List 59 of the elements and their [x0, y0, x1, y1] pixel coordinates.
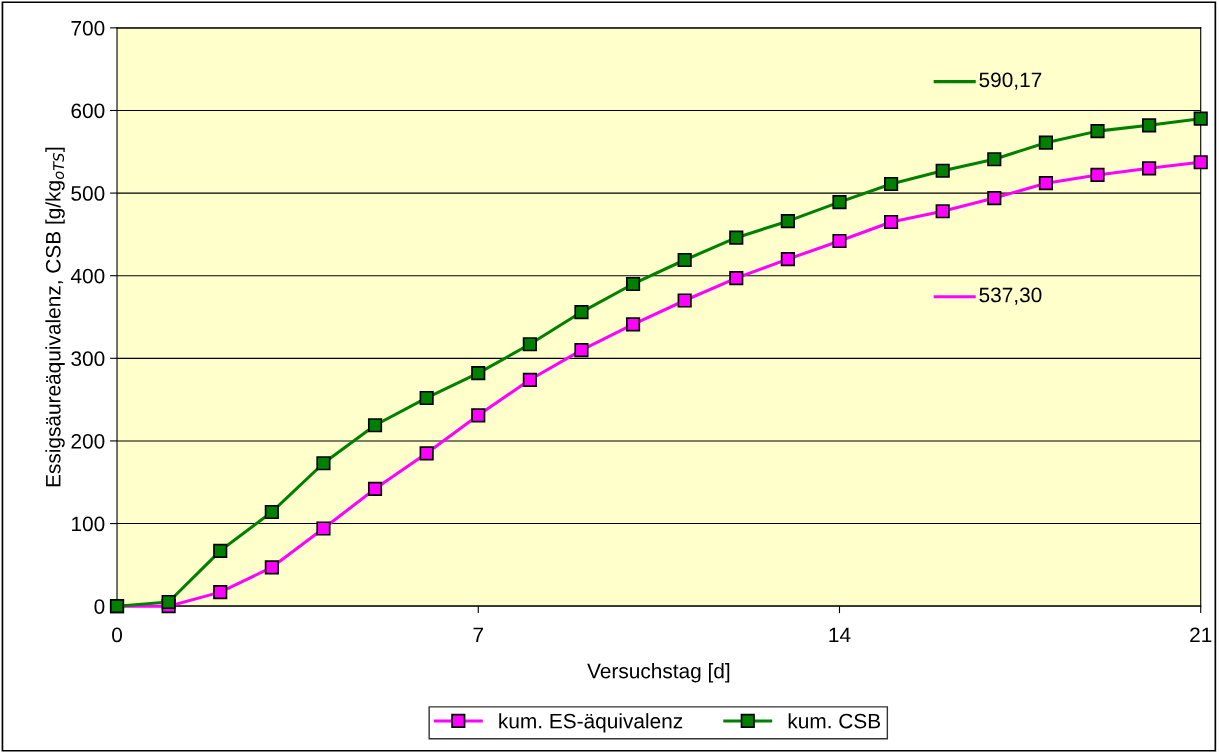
- point: [1038, 135, 1053, 150]
- point: [471, 366, 486, 381]
- point: [884, 176, 899, 192]
- legend-label: kum. CSB: [788, 713, 881, 729]
- point: [522, 337, 537, 352]
- y-tick-label: 0: [94, 599, 105, 614]
- x-tick-label: 7: [473, 627, 483, 643]
- point: [1142, 118, 1157, 133]
- y-tick-label: 700: [71, 20, 105, 36]
- point: [574, 342, 589, 358]
- point: [574, 304, 589, 320]
- point: [1193, 155, 1208, 170]
- x-tick-label: 21: [1190, 627, 1212, 643]
- x-tick-label: 14: [829, 627, 851, 643]
- y-axis-title: Essigsäureäquivalenz, CSB [g/kg$_{oTS}$]: [45, 147, 65, 487]
- x-axis-title: Versuchstag [d]: [587, 663, 730, 683]
- point: [1038, 176, 1053, 191]
- y-tick-label: 300: [71, 351, 105, 367]
- point: [264, 504, 279, 520]
- point: [625, 317, 641, 332]
- point: [935, 163, 950, 178]
- annotation: 537,30: [979, 287, 1042, 305]
- point: [780, 252, 795, 267]
- point: [1142, 161, 1157, 176]
- point: [367, 481, 383, 496]
- point: [1090, 124, 1105, 139]
- point: [625, 276, 641, 292]
- point: [1090, 167, 1105, 183]
- point: [161, 594, 176, 610]
- point: [213, 543, 228, 558]
- point: [832, 195, 847, 210]
- point: [987, 152, 1002, 167]
- y-tick-label: 200: [71, 433, 105, 449]
- annotation: 590,17: [979, 72, 1042, 90]
- point: [316, 456, 331, 471]
- y-tick-label: 500: [71, 186, 105, 201]
- y-tick-label: 100: [72, 516, 105, 532]
- point: [677, 252, 692, 268]
- y-tick-label: 400: [70, 268, 105, 284]
- point: [419, 446, 434, 461]
- point: [367, 418, 383, 433]
- point: [213, 585, 228, 600]
- point: [264, 560, 279, 575]
- legend-label: kum. ES-äquivalenz: [499, 713, 683, 733]
- point: [987, 190, 1002, 206]
- point: [471, 408, 486, 423]
- point: [780, 214, 795, 229]
- point: [1193, 111, 1208, 126]
- point: [729, 230, 744, 245]
- point: [832, 233, 847, 249]
- point: [522, 372, 537, 387]
- point: [419, 390, 434, 406]
- x-tick-label: 0: [112, 627, 122, 643]
- y-tick-label: 600: [71, 103, 105, 119]
- point: [677, 293, 692, 308]
- point: [884, 214, 899, 230]
- point: [935, 204, 950, 219]
- point: [316, 521, 331, 536]
- point: [729, 271, 744, 286]
